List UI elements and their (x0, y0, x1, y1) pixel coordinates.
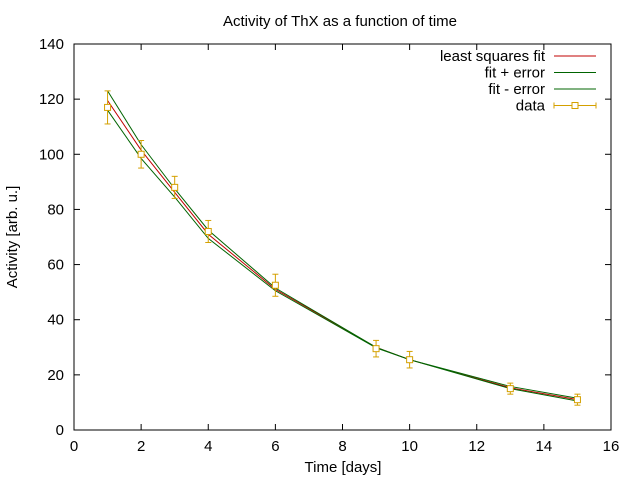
y-tick-label: 140 (39, 36, 64, 53)
data-point (104, 103, 112, 111)
x-tick-label: 4 (204, 438, 212, 455)
y-tick-label: 100 (39, 146, 64, 163)
x-axis-label: Time [days] (305, 459, 382, 476)
x-tick-label: 10 (401, 438, 418, 455)
data-point (506, 385, 514, 393)
y-axis-label: Activity [arb. u.] (4, 186, 21, 289)
data-point (171, 183, 179, 191)
x-tick-label: 0 (70, 438, 78, 455)
y-tick-label: 80 (47, 201, 64, 218)
data-point (271, 281, 279, 289)
plot-frame (73, 43, 612, 431)
y-tick-label: 40 (47, 312, 64, 329)
x-tick-label: 2 (137, 438, 145, 455)
y-tick-label: 20 (47, 367, 64, 384)
data-point (406, 356, 414, 364)
data-point (372, 345, 380, 353)
data-point (137, 150, 145, 158)
x-tick-label: 16 (603, 438, 620, 455)
legend-label: fit - error (488, 81, 545, 98)
data-point (204, 227, 212, 235)
x-tick-label: 6 (271, 438, 279, 455)
legend-label: fit + error (485, 65, 545, 82)
chart-title: Activity of ThX as a function of time (223, 13, 457, 30)
y-tick-label: 120 (39, 91, 64, 108)
legend-label: least squares fit (440, 48, 546, 65)
data-point (573, 396, 581, 404)
y-tick-label: 60 (47, 257, 64, 274)
legend-marker (571, 102, 579, 109)
x-tick-label: 12 (468, 438, 485, 455)
series-line (107, 100, 578, 401)
x-tick-label: 8 (338, 438, 346, 455)
x-tick-label: 14 (536, 438, 553, 455)
legend-label: data (516, 98, 546, 115)
series-line (107, 109, 578, 402)
y-tick-label: 0 (56, 422, 64, 439)
series-line (107, 90, 578, 399)
plot-area (104, 90, 581, 406)
